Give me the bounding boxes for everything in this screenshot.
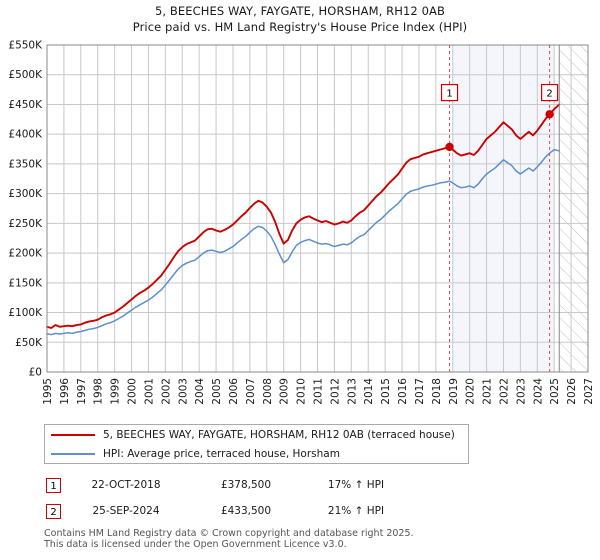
x-axis-tick-label: 2025 (549, 378, 561, 405)
x-axis-tick-label: 1998 (93, 378, 105, 405)
copyright-footer: Contains HM Land Registry data © Crown c… (44, 528, 574, 550)
sale-date-2: 25-SEP-2024 (92, 505, 160, 517)
footer-line-1: Contains HM Land Registry data © Crown c… (44, 528, 414, 539)
no-data-hatched-region (559, 45, 588, 372)
x-axis-tick-label: 1996 (59, 378, 71, 405)
sale-date-1: 22-OCT-2018 (91, 479, 161, 491)
x-axis-tick-label: 2020 (465, 378, 477, 405)
y-axis-tick-label: £550K (8, 40, 43, 52)
chart-legend: 5, BEECHES WAY, FAYGATE, HORSHAM, RH12 0… (44, 424, 469, 464)
x-axis-tick-label: 2015 (380, 378, 392, 405)
x-axis-tick-label: 2002 (160, 378, 172, 405)
x-axis-tick-label: 1999 (110, 378, 122, 405)
x-axis-tick-label: 2027 (583, 378, 595, 405)
x-axis-tick-label: 2024 (532, 378, 544, 405)
x-axis-tick-label: 2016 (397, 378, 409, 405)
y-axis-tick-label: £0 (29, 367, 42, 379)
y-axis-tick-label: £100K (8, 307, 43, 319)
x-axis-tick-label: 2009 (279, 378, 291, 405)
table-row: 1 22-OCT-2018 £378,500 17% ↑ HPI (44, 472, 464, 498)
sale-hpi-delta-2: 21% ↑ HPI (327, 505, 385, 517)
plot-border (46, 44, 589, 373)
y-axis-tick-label: £50K (15, 337, 43, 349)
x-axis-tick-label: 2005 (211, 378, 223, 405)
y-axis-tick-label: £150K (8, 277, 43, 289)
legend-label-hpi: HPI: Average price, terraced house, Hors… (103, 447, 340, 460)
y-axis-tick-label: £300K (8, 188, 43, 200)
x-axis-tick-label: 2003 (177, 378, 189, 405)
x-axis-tick-label: 2026 (566, 378, 578, 405)
footer-line-2: This data is licensed under the Open Gov… (44, 539, 347, 550)
sale-number-label: 1 (446, 89, 452, 100)
y-axis-tick-label: £350K (8, 158, 43, 170)
x-axis-tick-label: 2019 (448, 378, 460, 405)
sale-number-label: 2 (546, 89, 552, 100)
sale-point-marker (545, 110, 554, 119)
title-line-2: Price paid vs. HM Land Registry's House … (132, 20, 468, 34)
y-axis-tick-label: £200K (8, 248, 43, 260)
x-axis-tick-label: 2017 (414, 378, 426, 405)
sale-price-1: £378,500 (220, 479, 272, 491)
x-axis-tick-label: 1997 (76, 378, 88, 405)
x-axis-tick-label: 2006 (228, 378, 240, 405)
sale-badge-2: 2 (46, 503, 61, 519)
x-axis-tick-label: 2013 (346, 378, 358, 405)
sale-number-box (541, 83, 559, 102)
legend-label-property: 5, BEECHES WAY, FAYGATE, HORSHAM, RH12 0… (103, 428, 455, 441)
title-line-1: 5, BEECHES WAY, FAYGATE, HORSHAM, RH12 0… (155, 4, 445, 18)
x-axis-tick-label: 2010 (296, 378, 308, 405)
x-axis-tick-label: 2022 (498, 378, 510, 405)
page-title: 5, BEECHES WAY, FAYGATE, HORSHAM, RH12 0… (0, 3, 600, 35)
legend-swatch-property (51, 433, 95, 436)
x-axis-tick-label: 2004 (194, 378, 206, 405)
sale-price-2: £433,500 (220, 505, 272, 517)
x-axis-tick-label: 2018 (431, 378, 443, 405)
series-line-property (46, 103, 561, 329)
y-axis-tick-label: £250K (8, 218, 43, 230)
x-axis-tick-label: 2000 (127, 378, 139, 405)
y-axis-tick-label: £450K (8, 99, 43, 111)
x-axis-tick-label: 2001 (143, 378, 155, 405)
x-axis-tick-label: 2021 (482, 378, 494, 405)
y-axis-tick-label: £400K (8, 129, 43, 141)
table-row: 2 25-SEP-2024 £433,500 21% ↑ HPI (44, 498, 464, 524)
x-axis-tick-label: 2023 (515, 378, 527, 405)
sale-point-marker (445, 142, 454, 152)
sale-hpi-delta-1: 17% ↑ HPI (327, 479, 385, 491)
x-axis-tick-label: 2011 (313, 378, 325, 405)
x-axis-tick-label: 2014 (363, 378, 375, 405)
legend-swatch-hpi (51, 452, 95, 455)
gridlines (46, 44, 589, 373)
x-axis-tick-label: 2007 (245, 378, 257, 405)
legend-item-hpi: HPI: Average price, terraced house, Hors… (45, 444, 468, 463)
x-axis-tick-label: 2008 (262, 378, 274, 405)
x-axis-tick-label: 2012 (329, 378, 341, 405)
sale-number-box (440, 83, 459, 102)
price-chart: 1995 1996 1997 1998 1999 2000 2001 2002 2003 2004… (8, 40, 595, 405)
y-axis-tick-label: £500K (8, 69, 43, 81)
sale-badge-1: 1 (46, 477, 61, 493)
series-line-hpi (46, 148, 561, 336)
x-axis-tick-label: 1995 (42, 378, 54, 405)
legend-item-property: 5, BEECHES WAY, FAYGATE, HORSHAM, RH12 0… (45, 425, 468, 444)
sales-history-table: 1 22-OCT-2018 £378,500 17% ↑ HPI 2 25-SE… (44, 472, 464, 524)
